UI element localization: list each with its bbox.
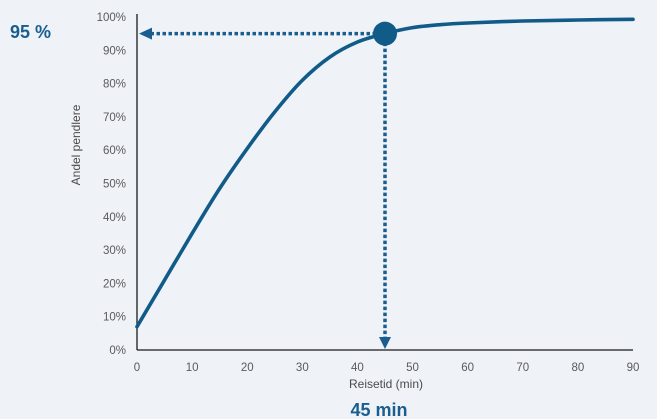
x-tick-label: 60 [461, 362, 474, 374]
x-tick-label: 70 [516, 362, 529, 374]
chart-ticks: 0% 10% 20% 30% 40% 50% 60% 70% 80% 90% 100% 0 10 20 30… [97, 12, 640, 374]
y-tick-label: 0% [109, 345, 126, 357]
y-tick-label: 50% [103, 179, 126, 191]
x-tick-label: 20 [241, 362, 254, 374]
y-tick-label: 20% [103, 278, 126, 290]
left-arrowhead-icon [139, 27, 152, 40]
x-tick-label: 80 [571, 362, 584, 374]
y-callout-label: 95 % [10, 22, 51, 42]
x-tick-label: 30 [296, 362, 309, 374]
x-tick-label: 50 [406, 362, 419, 374]
y-tick-label: 60% [103, 145, 126, 157]
highlight-point [373, 21, 397, 46]
x-tick-label: 40 [351, 362, 364, 374]
x-tick-label: 0 [134, 362, 140, 374]
y-tick-label: 80% [103, 79, 126, 91]
chart-axes [136, 14, 633, 351]
down-arrowhead-icon [379, 337, 391, 349]
x-tick-label: 10 [186, 362, 199, 374]
y-tick-label: 90% [103, 45, 126, 57]
y-tick-label: 40% [103, 212, 126, 224]
x-axis-label: Reisetid (min) [349, 377, 423, 391]
series-line [135, 17, 635, 329]
y-tick-label: 100% [97, 12, 126, 24]
x-callout-label: 45 min [350, 400, 407, 419]
y-tick-label: 30% [103, 245, 126, 257]
x-tick-label: 90 [627, 362, 640, 374]
y-axis-label: Andel pendlere [69, 104, 83, 185]
y-tick-label: 10% [103, 312, 126, 324]
y-tick-label: 70% [103, 112, 126, 124]
plot-area [135, 17, 635, 349]
